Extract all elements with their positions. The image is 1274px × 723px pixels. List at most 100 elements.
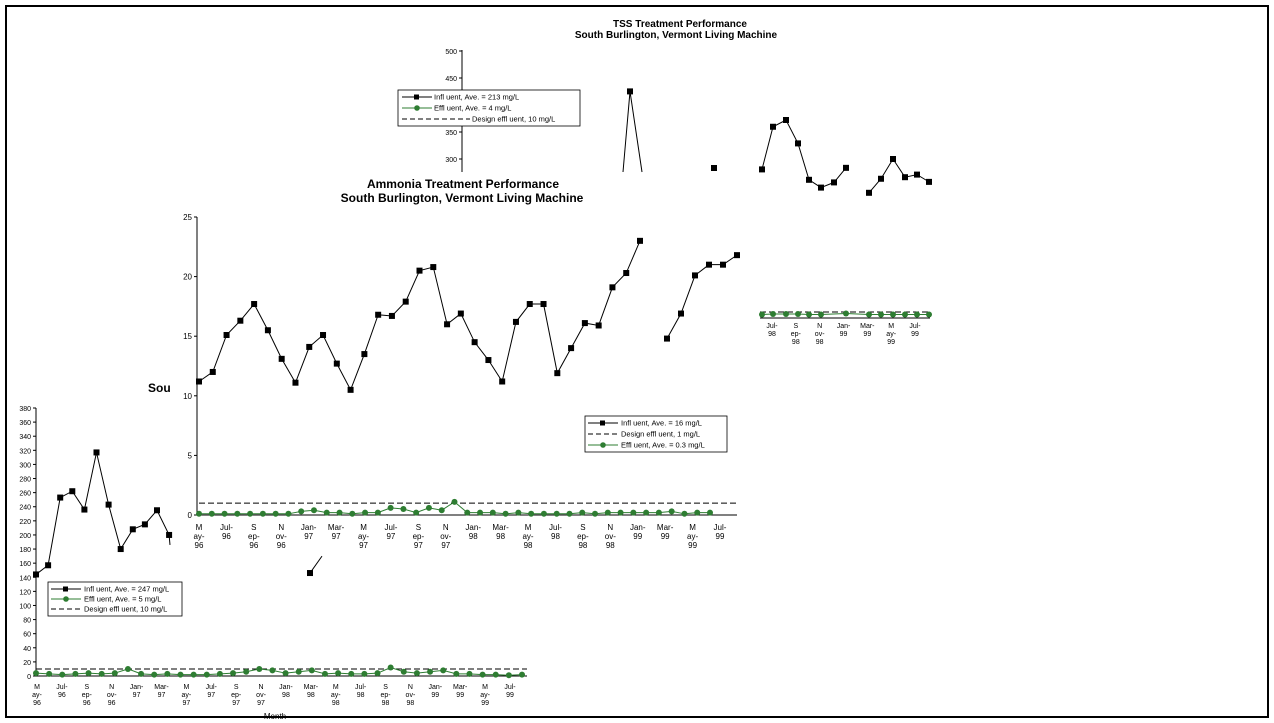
- tss-y-tick: 300: [445, 157, 457, 164]
- tss-influent-point: [890, 156, 896, 162]
- tss-title: TSS Treatment Performance: [613, 19, 747, 30]
- tss-influent-point: [818, 184, 824, 191]
- ammonia-influent-point: [347, 386, 354, 393]
- ammonia-influent-point: [734, 252, 740, 259]
- lower-influent-point: [33, 571, 39, 578]
- lower-effluent-point: [111, 670, 118, 677]
- ammonia-x-tick: Mar-97: [328, 523, 345, 541]
- ammonia-effluent-point: [451, 498, 458, 505]
- lower-effluent-point: [519, 671, 525, 678]
- tss-legend-influent: Infl uent, Ave. = 213 mg/L: [434, 93, 519, 102]
- lower-effluent-point: [256, 665, 263, 672]
- ammonia-influent-point: [430, 264, 437, 271]
- lower-y-tick: 300: [19, 462, 31, 469]
- lower-legend-influent: Infl uent, Ave. = 247 mg/L: [84, 585, 169, 594]
- ammonia-influent-point: [306, 343, 313, 350]
- lower-effluent-point: [387, 664, 394, 671]
- lower-x-tick: Jan-97: [130, 684, 144, 699]
- tss-effluent-point: [890, 311, 896, 318]
- ammonia-axes: [196, 217, 737, 516]
- ammonia-influent-point: [692, 272, 698, 279]
- ammonia-influent-point: [471, 339, 478, 346]
- ammonia-effluent-point: [425, 504, 432, 511]
- lower-y-tick: 380: [19, 406, 31, 413]
- lower-partial-title: Sou: [148, 381, 171, 395]
- tss-influent-point: [902, 174, 908, 181]
- ammonia-influent-point: [264, 327, 271, 334]
- lower-x-tick: Jan-98: [279, 684, 293, 699]
- ammonia-influent-point: [444, 321, 451, 328]
- ammonia-effluent-point: [681, 510, 688, 517]
- ammonia-legend-effluent: Effl uent, Ave. = 0.3 mg/L: [621, 441, 705, 450]
- lower-influent-point: [93, 449, 100, 456]
- lower-y-tick: 260: [19, 491, 31, 498]
- tss-influent-point: [627, 88, 633, 95]
- ammonia-influent-point: [609, 284, 616, 291]
- lower-y-tick: 0: [27, 674, 31, 681]
- ammonia-y-tick: 5: [188, 451, 193, 460]
- ammonia-effluent-point: [707, 509, 713, 516]
- tss-influent-point: [926, 178, 932, 185]
- ammonia-effluent-point: [694, 509, 701, 516]
- ammonia-influent-point: [664, 335, 670, 342]
- lower-effluent-point: [98, 670, 105, 677]
- ammonia-y-tick: 10: [183, 392, 192, 401]
- lower-effluent-point: [85, 670, 92, 677]
- tss-effluent-point: [759, 311, 765, 318]
- ammonia-effluent-point: [247, 510, 254, 517]
- ammonia-effluent-point: [553, 510, 560, 517]
- tss-effluent-point: [770, 311, 776, 317]
- lower-x-tick: Mar-99: [453, 684, 468, 699]
- ammonia-effluent-point: [592, 510, 599, 517]
- tss-effluent-point: [806, 311, 812, 318]
- ammonia-x-tick: Jul-98: [549, 523, 562, 541]
- tss-influent-point: [866, 189, 872, 196]
- tss-influent-point: [795, 140, 801, 147]
- lower-legend: Infl uent, Ave. = 247 mg/L Effl uent, Av…: [47, 581, 183, 617]
- ammonia-influent-point: [333, 360, 340, 367]
- lower-effluent-point: [269, 667, 276, 674]
- lower-y-tick: 100: [19, 603, 31, 610]
- tss-influent-point: [759, 166, 765, 173]
- lower-influent-point: [57, 494, 64, 501]
- ammonia-effluent-point: [196, 510, 202, 517]
- tss-effluent-point: [843, 310, 849, 317]
- ammonia-effluent-point: [285, 510, 292, 517]
- ammonia-effluent-point: [438, 507, 445, 514]
- ammonia-y-tick: 25: [183, 213, 192, 222]
- ammonia-legend-design: Design effl uent, 1 mg/L: [621, 430, 700, 439]
- ammonia-x-tick: Jan-99: [630, 523, 646, 541]
- lower-effluent-point: [466, 670, 473, 677]
- lower-legend-influent-marker: [63, 586, 68, 592]
- lower-effluent-point: [492, 671, 499, 678]
- tss-legend-effluent-marker: [414, 105, 420, 111]
- lower-effluent-point: [505, 672, 512, 679]
- lower-effluent-point: [400, 668, 407, 675]
- tss-influent-point: [843, 164, 849, 171]
- ammonia-y-tick: 15: [183, 332, 192, 341]
- ammonia-influent-point: [292, 379, 299, 386]
- lower-x-tick: Jul-99: [504, 684, 516, 699]
- ammonia-influent-point: [388, 312, 395, 319]
- ammonia-influent-point: [237, 317, 244, 324]
- lower-effluent-point: [453, 670, 460, 677]
- ammonia-influent-point: [416, 267, 423, 274]
- ammonia-effluent-point: [413, 509, 420, 516]
- ammonia-influent-point: [499, 378, 506, 385]
- lower-y-tick: 60: [23, 632, 31, 639]
- ammonia-effluent-point: [323, 509, 330, 516]
- ammonia-influent-point: [209, 368, 216, 375]
- tss-subtitle: South Burlington, Vermont Living Machine: [575, 30, 778, 41]
- lower-y-axis: [35, 408, 527, 677]
- tss-y-tick: 450: [445, 76, 457, 83]
- ammonia-effluent-point: [617, 509, 624, 516]
